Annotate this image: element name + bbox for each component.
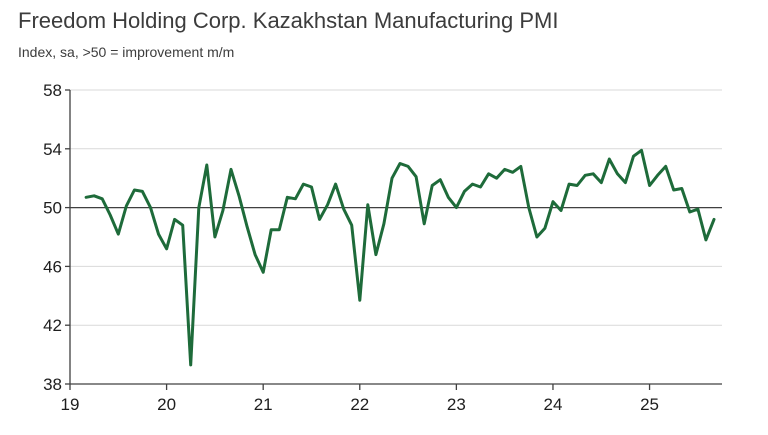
y-tick-label-50: 50 (43, 199, 62, 218)
series-group (84, 148, 716, 367)
gridlines (70, 89, 722, 326)
y-tick-label-46: 46 (43, 257, 62, 276)
x-tick-label-24: 24 (544, 395, 563, 414)
x-tick-label-25: 25 (640, 395, 659, 414)
y-tick-label-54: 54 (43, 140, 62, 159)
axes (65, 89, 722, 390)
x-tick-label-23: 23 (447, 395, 466, 414)
x-axis-ticks: 19 20 21 22 23 24 25 (61, 395, 659, 414)
x-tick-label-22: 22 (350, 395, 369, 414)
chart-title: Freedom Holding Corp. Kazakhstan Manufac… (18, 8, 559, 33)
x-tick-label-19: 19 (61, 395, 80, 414)
y-tick-label-58: 58 (43, 81, 62, 100)
chart-subtitle: Index, sa, >50 = improvement m/m (18, 44, 235, 60)
x-tick-label-20: 20 (157, 395, 176, 414)
x-tick-label-21: 21 (254, 395, 273, 414)
y-axis-ticks: 38 42 46 50 54 58 (43, 81, 62, 394)
series-line-0 (84, 148, 716, 367)
y-tick-label-38: 38 (43, 375, 62, 394)
y-tick-label-42: 42 (43, 316, 62, 335)
